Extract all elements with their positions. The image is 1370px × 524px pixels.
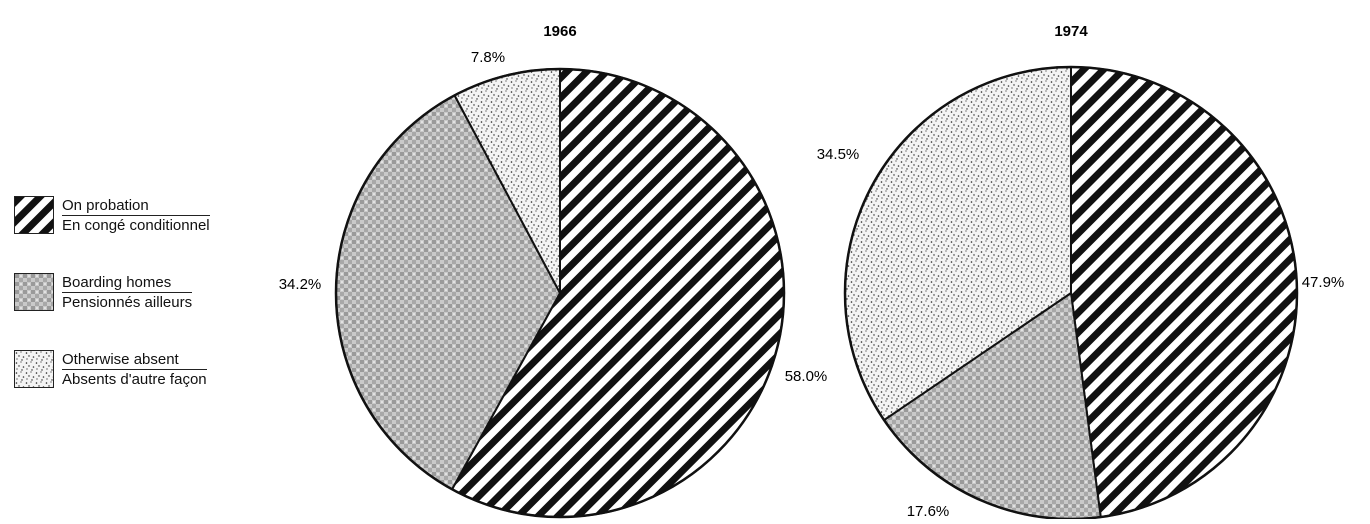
legend: On probation En congé conditionnel Board… — [14, 196, 274, 427]
legend-label-fr: Pensionnés ailleurs — [62, 294, 193, 311]
boarding-swatch — [14, 273, 54, 311]
legend-item-absent: Otherwise absent Absents d'autre façon — [14, 350, 274, 389]
legend-item-boarding: Boarding homes Pensionnés ailleurs — [14, 273, 274, 312]
chart-title: 1966 — [543, 23, 576, 40]
pie-1974: 1974 47.9% 17.6% 34.5% — [817, 23, 1345, 521]
legend-label-fr: Absents d'autre façon — [62, 371, 207, 388]
legend-label-en: On probation — [62, 196, 210, 216]
chart-title: 1974 — [1054, 23, 1088, 40]
slice-label-boarding: 17.6% — [907, 503, 950, 519]
slice-label-probation: 47.9% — [1302, 274, 1345, 291]
legend-item-probation: On probation En congé conditionnel — [14, 196, 274, 235]
pie-1966: 1966 58.0% 34.2% 7.8% — [279, 23, 828, 519]
pie-slice-probation — [1070, 65, 1298, 519]
legend-label-en: Otherwise absent — [62, 350, 207, 370]
pie-outline — [334, 67, 786, 519]
slice-label-probation: 58.0% — [785, 368, 828, 385]
slice-label-absent: 7.8% — [471, 49, 505, 66]
legend-label-fr: En congé conditionnel — [62, 217, 210, 234]
slice-label-boarding: 34.2% — [279, 276, 322, 293]
absent-swatch — [14, 350, 54, 388]
probation-swatch — [14, 196, 54, 234]
legend-label-en: Boarding homes — [62, 273, 193, 293]
slice-label-absent: 34.5% — [817, 146, 860, 163]
